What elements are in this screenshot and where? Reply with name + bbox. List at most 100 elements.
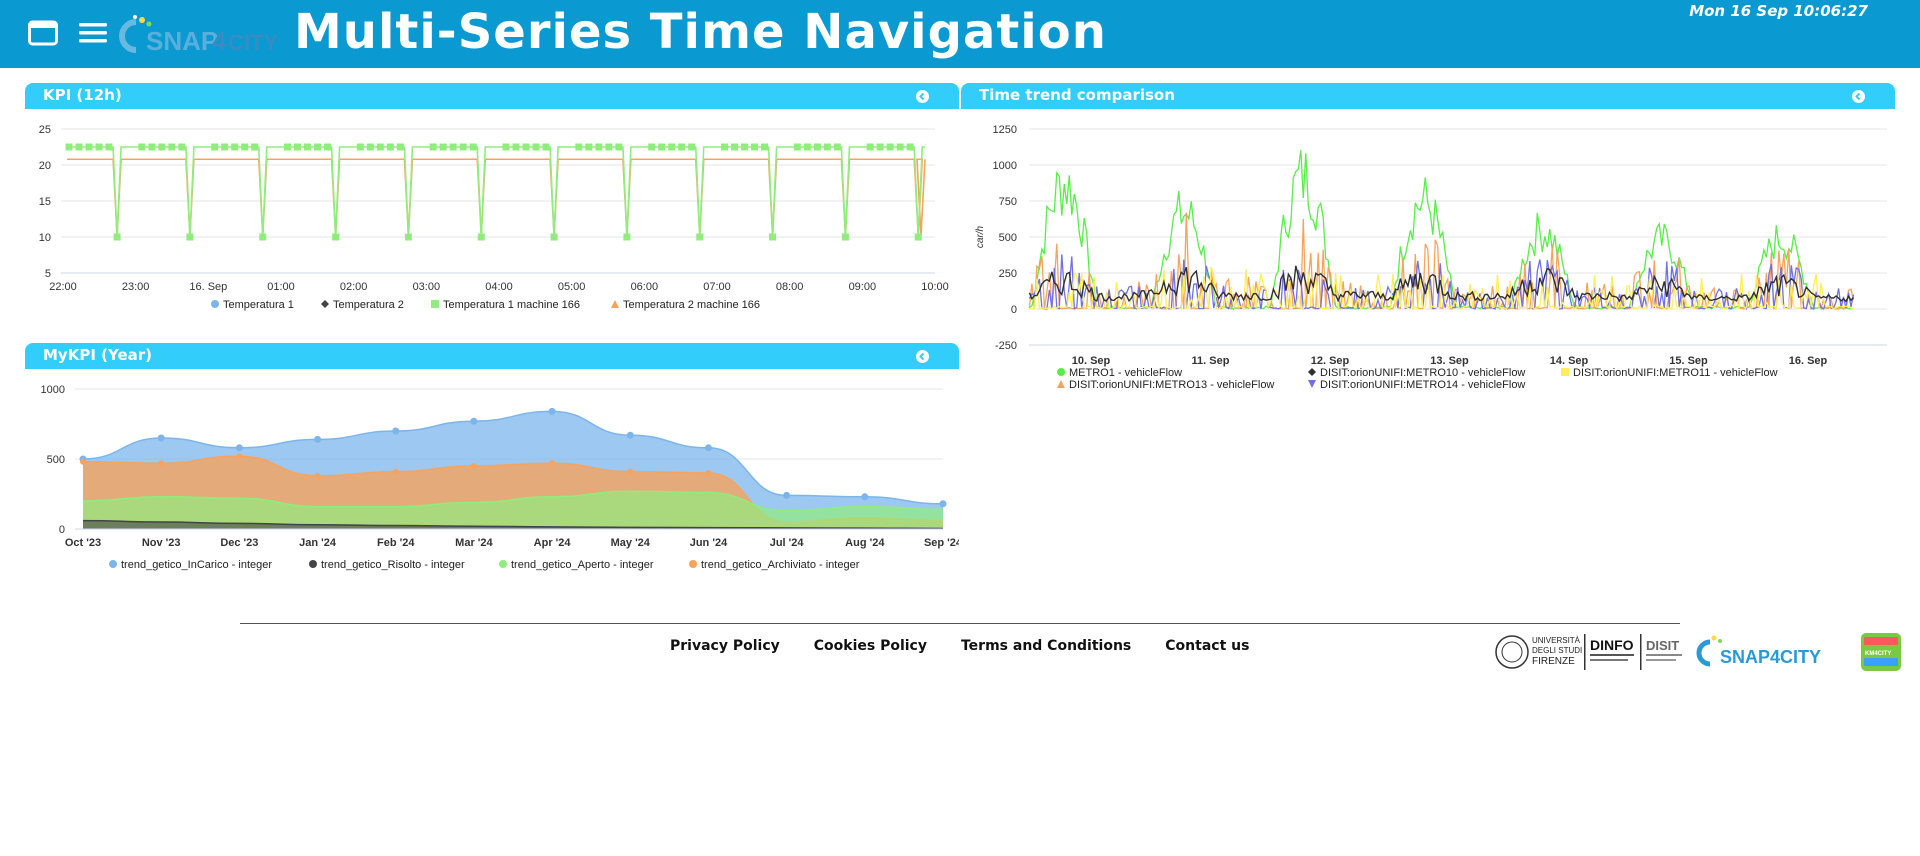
x-tick-label: Jan '24 (299, 537, 337, 549)
data-point (886, 143, 894, 151)
data-point (769, 233, 777, 241)
dashboard-title: Multi-Series Time Navigation (294, 4, 1107, 60)
data-point (761, 143, 768, 151)
terms-link[interactable]: Terms and Conditions (960, 638, 1132, 654)
series-line-4 (1028, 254, 1855, 311)
svg-text:UNIVERSITÀ: UNIVERSITÀ (1532, 636, 1581, 645)
data-point (721, 143, 728, 151)
widget-header: Time trend comparison (961, 83, 1895, 109)
data-point (866, 143, 874, 151)
legend-label: Temperatura 2 (333, 299, 404, 311)
data-point (158, 143, 166, 151)
data-point (85, 143, 93, 151)
unifi-logo: UNIVERSITÀ DEGLI STUDI FIRENZE (1495, 635, 1582, 669)
x-tick-label: Nov '23 (142, 537, 181, 549)
x-tick-label: Apr '24 (534, 537, 572, 549)
data-point (314, 472, 321, 479)
contact-link[interactable]: Contact us (1165, 638, 1250, 654)
svg-text:SNAP4CITY: SNAP4CITY (1720, 647, 1821, 667)
data-point (575, 143, 583, 151)
data-point (939, 500, 947, 508)
data-point (605, 143, 613, 151)
widget-body: 1000 500 0 Oct '23 Nov '23 Dec '23 Jan '24 Feb … (25, 369, 959, 591)
widget-title: MyKPI (Year) (43, 346, 153, 364)
privacy-policy-link[interactable]: Privacy Policy (670, 638, 780, 654)
data-point (449, 143, 457, 151)
data-point (186, 233, 194, 241)
area-trend_getico_Risolto (83, 520, 943, 529)
data-point (688, 143, 696, 151)
widget-body: 1250 1000 750 500 250 0 -250 car/h 10. Sep 11. Se… (961, 109, 1895, 463)
data-point (392, 468, 399, 475)
legend-label: trend_getico_Aperto - integer (511, 559, 654, 571)
hamburger-menu-icon[interactable] (78, 20, 108, 46)
data-point (470, 417, 478, 425)
x-tick-label: 16. Sep (1789, 355, 1828, 367)
data-point (741, 143, 748, 151)
data-point (65, 143, 73, 151)
data-point (469, 143, 477, 151)
widget-info-button[interactable] (916, 90, 929, 103)
data-point (241, 143, 249, 151)
window-icon[interactable] (28, 20, 58, 46)
x-tick-label: 01:00 (267, 281, 295, 293)
data-point (356, 143, 364, 151)
top-bar: SNAP 4 CITY Multi-Series Time Navigation… (0, 0, 1920, 68)
widget-info-button[interactable] (916, 350, 929, 363)
clock: Mon 16 Sep 10:06:27 (1689, 2, 1868, 20)
svg-text:SNAP: SNAP (146, 26, 218, 56)
data-point (751, 143, 758, 151)
data-point (75, 143, 83, 151)
y-tick-label: 20 (39, 160, 51, 172)
legend-label: DISIT:orionUNIFI:METRO14 - vehicleFlow (1320, 379, 1525, 391)
widget-title: KPI (12h) (43, 86, 122, 104)
x-tick-label: 10. Sep (1072, 355, 1111, 367)
cookies-policy-link[interactable]: Cookies Policy (813, 638, 927, 654)
data-point (914, 233, 922, 241)
legend-label: DISIT:orionUNIFI:METRO10 - vehicleFlow (1320, 367, 1525, 379)
x-tick-label: Sep '24 (924, 537, 959, 549)
data-point (95, 143, 103, 151)
legend-label: DISIT:orionUNIFI:METRO11 - vehicleFlow (1573, 367, 1778, 379)
data-point (221, 143, 229, 151)
data-point (906, 143, 914, 151)
data-point (477, 233, 485, 241)
widget-title: Time trend comparison (979, 86, 1175, 104)
y-tick-label: 1250 (993, 124, 1017, 136)
x-tick-label: 08:00 (776, 281, 804, 293)
legend-marker (1561, 368, 1569, 376)
data-point (615, 143, 623, 151)
widget-info-button[interactable] (1852, 90, 1865, 103)
series-line-temperatura-2-machine-166 (67, 158, 926, 236)
data-point (542, 143, 550, 151)
data-point (548, 407, 556, 415)
y-axis-title: car/h (975, 225, 986, 248)
widget-mykpi: MyKPI (Year) 1000 500 0 Oct '23 Nov '23 Dec '… (25, 343, 959, 591)
data-point (704, 444, 712, 452)
data-point (876, 143, 884, 151)
data-point (396, 143, 404, 151)
data-point (259, 233, 267, 241)
x-tick-label: 03:00 (413, 281, 441, 293)
legend-label: trend_getico_Risolto - integer (321, 559, 465, 571)
data-point (366, 143, 374, 151)
data-point (236, 453, 243, 460)
x-tick-label: 11. Sep (1192, 355, 1230, 367)
snap4city-footer-logo: SNAP4CITY (1696, 635, 1821, 667)
data-point (332, 233, 340, 241)
data-point (231, 143, 239, 151)
legend-label: Temperatura 1 (223, 299, 294, 311)
legend-marker (211, 300, 219, 308)
data-point (626, 431, 634, 439)
legend-marker (689, 560, 697, 568)
widget-header: KPI (12h) (25, 83, 959, 109)
data-point (439, 143, 447, 151)
data-point (138, 143, 146, 151)
x-tick-label: 02:00 (340, 281, 368, 293)
x-tick-label: 14. Sep (1550, 355, 1589, 367)
data-point (833, 143, 841, 151)
x-tick-label: May '24 (611, 537, 651, 549)
data-point (861, 493, 869, 501)
legend-marker (309, 560, 317, 568)
data-point (550, 233, 558, 241)
